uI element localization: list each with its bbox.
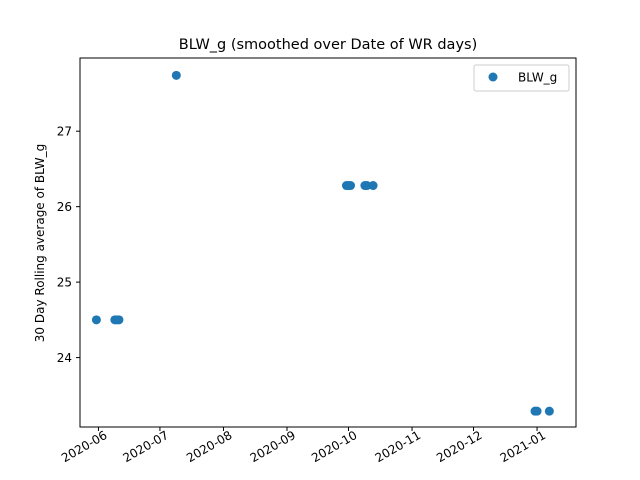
legend-box [473, 64, 570, 92]
data-point [91, 315, 101, 325]
x-tick-label: 2020-09 [248, 428, 298, 465]
y-tick-label: 26 [57, 200, 72, 214]
x-tick-label: 2020-07 [121, 428, 171, 465]
legend-marker [488, 72, 498, 82]
x-tick-label: 2020-06 [59, 428, 109, 465]
x-tick-label: 2021-01 [498, 428, 548, 465]
x-tick-label: 2020-08 [184, 428, 234, 465]
y-tick-label: 24 [57, 351, 72, 365]
legend-label: BLW_g [518, 71, 557, 85]
chart-title: BLW_g (smoothed over Date of WR days) [179, 37, 477, 53]
x-tick-label: 2020-11 [373, 428, 423, 465]
data-point [346, 181, 356, 191]
data-point [368, 181, 378, 191]
y-tick-label: 27 [57, 125, 72, 139]
data-point [114, 315, 124, 325]
x-axis: 2020-06 2020-07 2020-08 2020-09 2020-10 2020-… [59, 427, 548, 465]
y-axis-label: 30 Day Rolling average of BLW_g [33, 144, 47, 342]
data-point [362, 181, 372, 191]
data-point [171, 70, 181, 80]
legend: BLW_g [473, 64, 570, 92]
y-axis: 24 25 26 27 [57, 125, 80, 365]
x-tick-label: 2020-12 [434, 428, 484, 465]
plot-area [79, 57, 577, 428]
y-tick-label: 25 [57, 276, 72, 290]
x-tick-label: 2020-10 [309, 428, 359, 465]
plot-frame [79, 57, 577, 428]
data-point [544, 406, 554, 416]
data-point [532, 406, 542, 416]
